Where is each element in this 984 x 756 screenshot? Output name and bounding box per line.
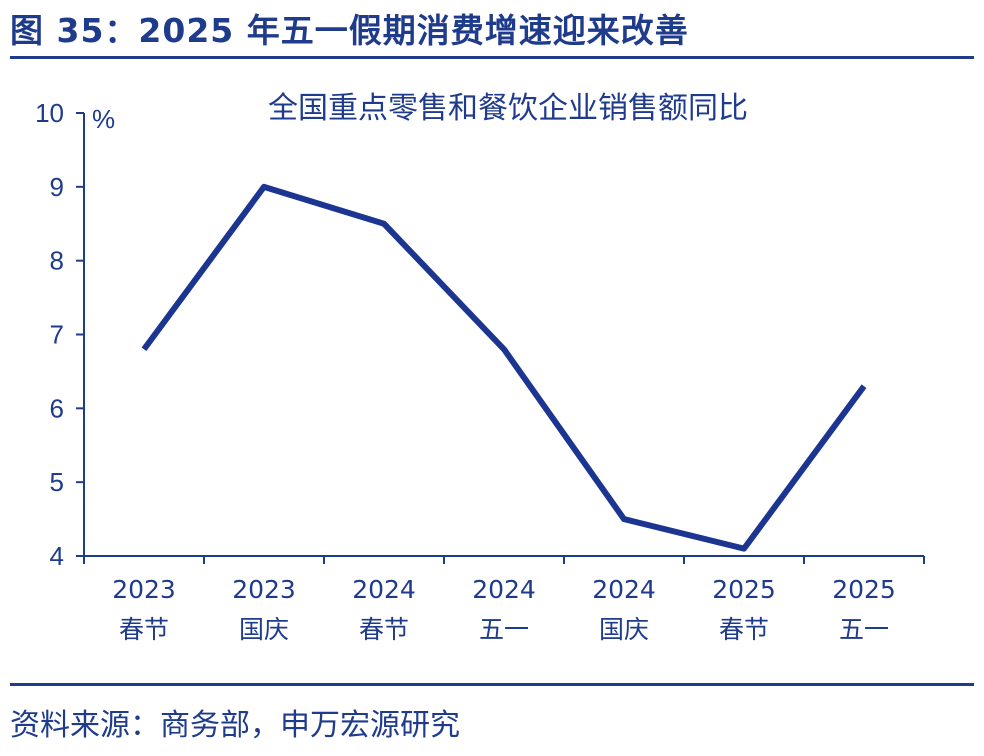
line-chart: 全国重点零售和餐饮企业销售额同比 % 456789102023春节2023国庆2… — [35, 91, 925, 644]
y-tick-label: 9 — [50, 172, 64, 202]
x-tick-label: 2024 — [592, 575, 656, 604]
x-category-label: 2024 五一 — [472, 575, 536, 644]
x-category-label: 2025 春节 — [712, 575, 776, 644]
y-tick-label: 4 — [50, 541, 64, 571]
source-note: 资料来源：商务部，申万宏源研究 — [10, 708, 460, 743]
y-axis-unit-label: % — [92, 104, 115, 134]
y-tick-label: 5 — [50, 467, 64, 497]
x-tick-label: 2024 — [352, 575, 416, 604]
chart-axes: 456789102023春节2023国庆2024春节2024五一2024国庆20… — [35, 98, 925, 644]
x-tick-label: 春节 — [119, 615, 169, 644]
x-category-label: 2024 国庆 — [592, 575, 656, 644]
x-tick-label: 国庆 — [239, 615, 289, 644]
x-tick-label: 春节 — [719, 615, 769, 644]
y-tick-label: 10 — [35, 98, 64, 128]
x-tick-label: 2023 — [112, 575, 176, 604]
x-category-label: 2023 国庆 — [232, 575, 296, 644]
x-category-label: 2023 春节 — [112, 575, 176, 644]
figure-title: 图 35：2025 年五一假期消费增速迎来改善 — [10, 11, 689, 50]
y-tick-label: 7 — [50, 320, 64, 350]
x-category-label: 2024 春节 — [352, 575, 416, 644]
x-tick-label: 2025 — [832, 575, 896, 604]
series-line — [141, 183, 867, 552]
x-tick-label: 五一 — [839, 615, 889, 644]
x-tick-label: 国庆 — [599, 615, 649, 644]
y-tick-label: 8 — [50, 246, 64, 276]
x-tick-label: 五一 — [479, 615, 529, 644]
x-tick-label: 2025 — [712, 575, 776, 604]
y-tick-label: 6 — [50, 393, 64, 423]
top-divider — [10, 56, 974, 59]
x-tick-label: 2023 — [232, 575, 296, 604]
x-tick-label: 春节 — [359, 615, 409, 644]
chart-title: 全国重点零售和餐饮企业销售额同比 — [268, 91, 748, 126]
x-category-label: 2025 五一 — [832, 575, 896, 644]
chart-marks — [141, 183, 867, 552]
x-tick-label: 2024 — [472, 575, 536, 604]
bottom-divider — [10, 683, 974, 686]
